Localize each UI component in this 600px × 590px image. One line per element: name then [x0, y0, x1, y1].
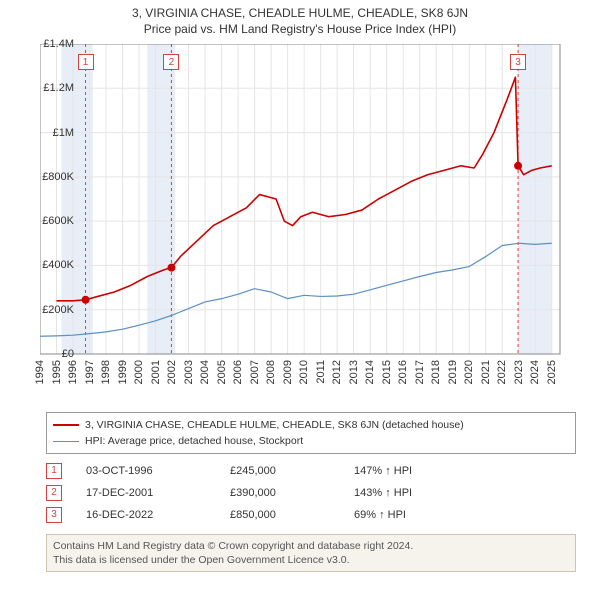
y-axis-tick-label: £800K [34, 171, 74, 183]
x-axis-tick-label: 2011 [315, 360, 327, 384]
x-axis-tick-label: 2017 [414, 360, 426, 384]
y-axis-tick-label: £600K [34, 215, 74, 227]
x-axis-tick-label: 2007 [249, 360, 261, 384]
tx-price: £850,000 [230, 504, 330, 526]
tx-num-marker: 1 [46, 463, 62, 479]
x-axis-tick-label: 1996 [67, 360, 79, 384]
y-axis-tick-label: £200K [34, 304, 74, 316]
x-axis-tick-label: 2016 [397, 360, 409, 384]
y-axis-tick-label: £1.2M [34, 82, 74, 94]
transactions-table: 1 03-OCT-1996 £245,000 147% ↑ HPI 2 17-DEC-20… [46, 460, 576, 526]
tx-pct: 69% ↑ HPI [354, 504, 464, 526]
x-axis-tick-label: 1994 [34, 360, 46, 384]
y-axis-tick-label: £1.4M [34, 38, 74, 50]
x-axis-tick-label: 2023 [513, 360, 525, 384]
x-axis-tick-label: 2000 [133, 360, 145, 384]
tx-price: £245,000 [230, 460, 330, 482]
x-axis-tick-label: 2002 [166, 360, 178, 384]
tx-marker-2: 2 [163, 54, 179, 70]
transaction-row: 1 03-OCT-1996 £245,000 147% ↑ HPI [46, 460, 576, 482]
tx-num-marker: 3 [46, 507, 62, 523]
legend-swatch [53, 424, 79, 426]
y-axis-tick-label: £0 [34, 348, 74, 360]
x-axis-tick-label: 2004 [199, 360, 211, 384]
x-axis-tick-label: 2008 [265, 360, 277, 384]
x-axis-tick-label: 2025 [546, 360, 558, 384]
tx-date: 17-DEC-2001 [86, 482, 206, 504]
legend-swatch [53, 441, 79, 442]
transaction-row: 2 17-DEC-2001 £390,000 143% ↑ HPI [46, 482, 576, 504]
footer-line-2: This data is licensed under the Open Gov… [53, 553, 569, 567]
tx-price: £390,000 [230, 482, 330, 504]
x-axis-tick-label: 2009 [282, 360, 294, 384]
x-axis-tick-label: 2019 [447, 360, 459, 384]
x-axis-tick-label: 2018 [430, 360, 442, 384]
line-chart-svg [40, 44, 600, 404]
transaction-row: 3 16-DEC-2022 £850,000 69% ↑ HPI [46, 504, 576, 526]
x-axis-tick-label: 2006 [232, 360, 244, 384]
x-axis-tick-label: 2015 [381, 360, 393, 384]
attribution-footer: Contains HM Land Registry data © Crown c… [46, 534, 576, 572]
x-axis-tick-label: 1999 [117, 360, 129, 384]
tx-marker-1: 1 [78, 54, 94, 70]
x-axis-tick-label: 1995 [51, 360, 63, 384]
x-axis-tick-label: 2001 [150, 360, 162, 384]
y-axis-tick-label: £1M [34, 127, 74, 139]
tx-marker-3: 3 [510, 54, 526, 70]
tx-pct: 143% ↑ HPI [354, 482, 464, 504]
title-block: 3, VIRGINIA CHASE, CHEADLE HULME, CHEADL… [0, 0, 600, 38]
tx-pct: 147% ↑ HPI [354, 460, 464, 482]
x-axis-tick-label: 1998 [100, 360, 112, 384]
x-axis-tick-label: 2014 [364, 360, 376, 384]
x-axis-tick-label: 2005 [216, 360, 228, 384]
x-axis-tick-label: 2003 [183, 360, 195, 384]
x-axis-tick-label: 1997 [84, 360, 96, 384]
chart-container: 3, VIRGINIA CHASE, CHEADLE HULME, CHEADL… [0, 0, 600, 590]
x-axis-tick-label: 2012 [331, 360, 343, 384]
legend-item: 3, VIRGINIA CHASE, CHEADLE HULME, CHEADL… [53, 417, 569, 433]
tx-num-marker: 2 [46, 485, 62, 501]
chart-subtitle: Price paid vs. HM Land Registry's House … [0, 22, 600, 36]
legend-item: HPI: Average price, detached house, Stoc… [53, 433, 569, 449]
tx-date: 16-DEC-2022 [86, 504, 206, 526]
x-axis-tick-label: 2020 [463, 360, 475, 384]
tx-date: 03-OCT-1996 [86, 460, 206, 482]
legend-label: HPI: Average price, detached house, Stoc… [85, 433, 303, 449]
legend-label: 3, VIRGINIA CHASE, CHEADLE HULME, CHEADL… [85, 417, 464, 433]
x-axis-tick-label: 2022 [496, 360, 508, 384]
chart-title-address: 3, VIRGINIA CHASE, CHEADLE HULME, CHEADL… [0, 6, 600, 20]
x-axis-tick-label: 2024 [529, 360, 541, 384]
x-axis-tick-label: 2013 [348, 360, 360, 384]
footer-line-1: Contains HM Land Registry data © Crown c… [53, 539, 569, 553]
chart-area: £0£200K£400K£600K£800K£1M£1.2M£1.4M19941… [40, 44, 600, 404]
y-axis-tick-label: £400K [34, 259, 74, 271]
legend: 3, VIRGINIA CHASE, CHEADLE HULME, CHEADL… [46, 412, 576, 454]
x-axis-tick-label: 2021 [480, 360, 492, 384]
x-axis-tick-label: 2010 [298, 360, 310, 384]
